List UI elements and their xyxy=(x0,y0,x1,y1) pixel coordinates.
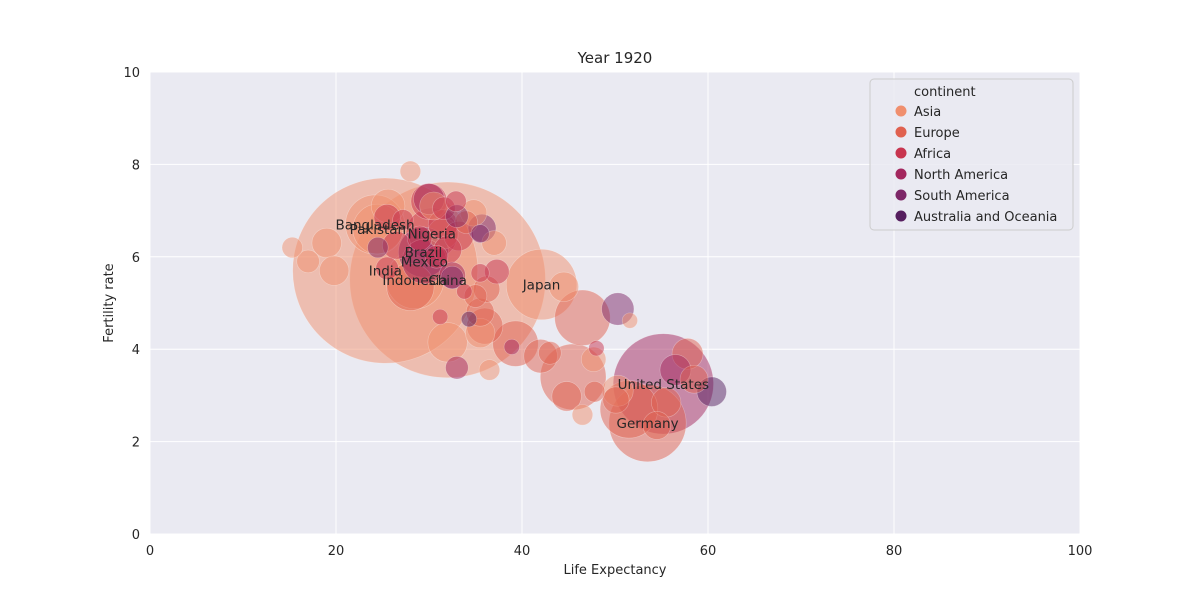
data-point-africa xyxy=(407,225,433,251)
data-point-north-america xyxy=(503,338,520,355)
y-tick-label: 2 xyxy=(132,436,140,451)
country-label: Pakistan xyxy=(350,222,407,238)
data-point-asia xyxy=(621,312,638,329)
country-label: Indonesia xyxy=(382,273,447,289)
data-point-africa xyxy=(392,209,414,231)
data-point-africa xyxy=(375,256,399,281)
legend-marker xyxy=(895,126,907,138)
legend-marker xyxy=(895,147,907,159)
data-point-europe xyxy=(583,381,606,403)
country-label: Germany xyxy=(617,416,679,432)
data-point-asia xyxy=(427,322,468,363)
y-tick-label: 6 xyxy=(132,251,140,266)
data-point-south-america xyxy=(440,265,464,290)
data-point-africa xyxy=(456,283,473,300)
legend-marker xyxy=(895,189,907,201)
legend-marker xyxy=(895,210,907,222)
data-points xyxy=(281,160,727,463)
data-point-north-america xyxy=(445,356,469,380)
legend-box xyxy=(869,78,1074,231)
x-axis-title: Life Expectancy xyxy=(563,563,666,578)
data-point-south-america xyxy=(367,236,389,259)
data-point-asia xyxy=(281,236,303,259)
data-point-asia xyxy=(478,359,501,381)
x-tick-label: 20 xyxy=(328,544,345,559)
data-point-europe xyxy=(538,341,562,365)
data-point-australia-and-oceania xyxy=(460,311,477,328)
country-label: Mexico xyxy=(401,254,448,270)
legend-label: South America xyxy=(914,189,1010,204)
country-label: China xyxy=(428,273,467,289)
data-point-africa xyxy=(445,190,467,212)
data-point-africa xyxy=(424,245,449,269)
legend-label: Europe xyxy=(914,126,960,141)
legend-label: Africa xyxy=(914,147,951,162)
data-point-europe xyxy=(551,381,582,412)
data-point-asia xyxy=(571,404,594,426)
legend: continent Asia Europe Africa North America S… xyxy=(869,78,1074,231)
legend-label: North America xyxy=(914,168,1008,183)
data-point-south-america xyxy=(470,224,490,244)
legend-marker xyxy=(895,105,907,117)
data-point-europe xyxy=(602,386,630,414)
tick-labels: 0 20 40 60 80 100 0 2 4 6 8 10 xyxy=(123,66,1092,559)
country-label: Japan xyxy=(522,278,561,294)
data-point-asia xyxy=(548,271,579,302)
country-label: Brazil xyxy=(405,245,443,261)
country-label: United States xyxy=(618,377,709,393)
x-tick-label: 0 xyxy=(146,544,154,559)
y-tick-label: 4 xyxy=(132,343,140,358)
data-point-africa xyxy=(588,340,605,357)
x-tick-label: 60 xyxy=(700,544,717,559)
data-point-asia xyxy=(311,227,342,258)
data-point-europe xyxy=(679,364,709,394)
y-tick-label: 10 xyxy=(123,66,140,81)
country-label: India xyxy=(369,264,402,280)
country-labels: China India United States Germany Japan Bangl… xyxy=(335,217,709,432)
x-tick-label: 40 xyxy=(514,544,531,559)
data-point-africa xyxy=(470,263,490,283)
x-tick-label: 100 xyxy=(1068,544,1093,559)
y-axis-title: Fertility rate xyxy=(102,263,117,342)
chart-title: Year 1920 xyxy=(577,49,653,67)
legend-label: Asia xyxy=(914,105,941,120)
data-point-europe xyxy=(642,411,672,440)
y-tick-label: 8 xyxy=(132,158,140,173)
legend-marker xyxy=(895,168,907,180)
country-label: Bangladesh xyxy=(335,217,414,233)
country-label: Nigeria xyxy=(408,227,456,243)
legend-title: continent xyxy=(914,85,976,100)
data-point-africa xyxy=(432,308,449,325)
x-tick-label: 80 xyxy=(886,544,903,559)
legend-label: Australia and Oceania xyxy=(914,210,1057,225)
data-point-asia xyxy=(399,160,422,182)
y-tick-label: 0 xyxy=(132,528,140,543)
data-point-asia xyxy=(319,255,350,286)
data-point-asia xyxy=(296,249,320,274)
legend-entries: Asia Europe Africa North America South Ameri… xyxy=(895,105,1057,225)
